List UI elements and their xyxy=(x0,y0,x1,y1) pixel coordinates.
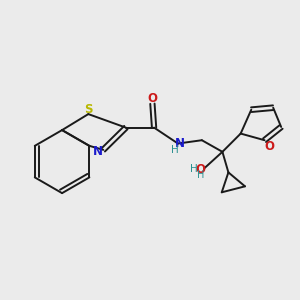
Text: O: O xyxy=(195,163,205,176)
Text: H: H xyxy=(197,170,205,180)
Text: H: H xyxy=(171,145,178,154)
Text: N: N xyxy=(93,145,103,158)
Text: H: H xyxy=(190,164,198,174)
Text: N: N xyxy=(175,137,185,150)
Text: S: S xyxy=(84,103,93,116)
Text: O: O xyxy=(264,140,274,153)
Text: O: O xyxy=(147,92,158,105)
